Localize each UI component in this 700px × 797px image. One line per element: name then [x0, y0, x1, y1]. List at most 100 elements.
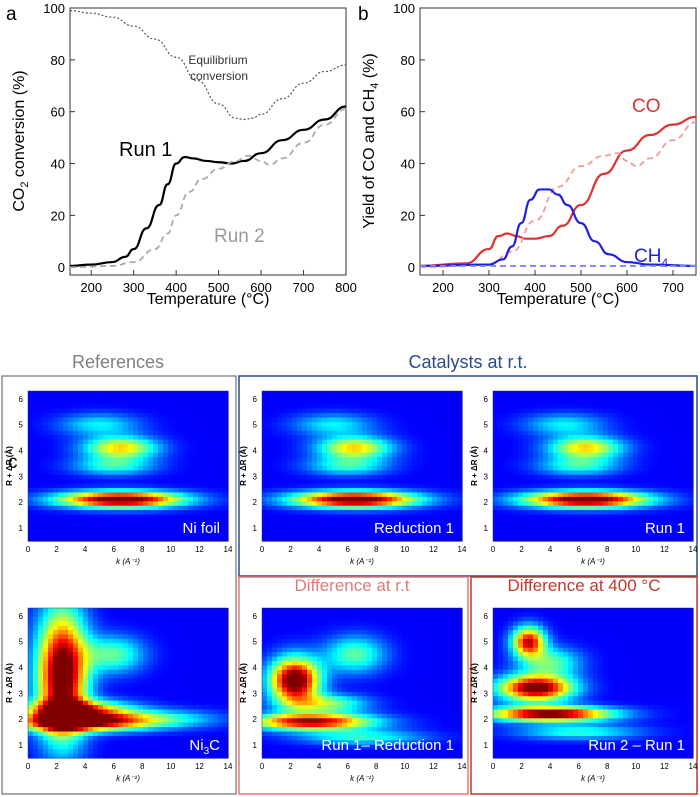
heatmap-cell — [282, 536, 288, 542]
heatmap-cell — [63, 669, 69, 675]
heatmap-cell — [53, 744, 59, 750]
heatmap-cell — [548, 391, 554, 397]
heatmap-cell — [63, 408, 69, 414]
y-tick-label: 80 — [51, 53, 65, 68]
heatmap-cell — [613, 413, 619, 419]
heatmap-cell — [98, 430, 104, 436]
heatmap-cell — [513, 483, 519, 489]
heatmap-cell — [118, 492, 124, 498]
heatmap-cell — [588, 470, 594, 476]
heatmap-cell — [317, 527, 323, 533]
heatmap-cell — [658, 408, 664, 414]
heatmap-cell — [78, 413, 84, 419]
heatmap-cell — [523, 527, 529, 533]
heatmap-cell — [188, 408, 194, 414]
heatmap-cell — [538, 466, 544, 472]
heatmap-cell — [33, 735, 39, 741]
heatmap-y-tick-label: 5 — [19, 421, 24, 430]
heatmap-cell — [143, 435, 149, 441]
heatmap-cell — [173, 470, 179, 476]
heatmap-cell — [518, 391, 524, 397]
heatmap-cell — [183, 439, 189, 445]
heatmap-cell — [203, 518, 209, 524]
heatmap-cell — [663, 443, 669, 449]
heatmap-cell — [93, 727, 99, 733]
heatmap-cell — [113, 652, 119, 658]
heatmap-cell — [437, 461, 443, 467]
heatmap-cell — [538, 404, 544, 410]
heatmap-cell — [73, 709, 79, 715]
heatmap-cell — [287, 461, 293, 467]
heatmap-cell — [528, 395, 534, 401]
heatmap-cell — [628, 474, 634, 480]
heatmap-cell — [53, 634, 59, 640]
heatmap-cell — [73, 391, 79, 397]
heatmap-cell — [508, 505, 514, 511]
heatmap-cell — [307, 501, 313, 507]
heatmap-cell — [48, 625, 54, 631]
heatmap-cell — [563, 395, 569, 401]
heatmap-cell — [593, 536, 599, 542]
heatmap-cell — [608, 426, 614, 432]
heatmap-cell — [493, 492, 499, 498]
heatmap-cell — [108, 399, 114, 405]
heatmap-cell — [108, 514, 114, 520]
heatmap-cell — [73, 483, 79, 489]
heatmap-cell — [508, 510, 514, 516]
x-tick-label: 600 — [250, 280, 272, 295]
heatmap-cell — [38, 630, 44, 636]
heatmap-cell — [663, 404, 669, 410]
heatmap-cell — [143, 461, 149, 467]
heatmap-cell — [673, 470, 679, 476]
heatmap-cell — [153, 457, 159, 463]
heatmap-cell — [203, 474, 209, 480]
heatmap-cell — [133, 727, 139, 733]
heatmap-cell — [118, 705, 124, 711]
heatmap-cell — [688, 430, 694, 436]
heatmap-cell — [683, 439, 689, 445]
heatmap-cell — [593, 391, 599, 397]
heatmap-cell — [688, 466, 694, 472]
heatmap-cell — [78, 709, 84, 715]
heatmap-cell — [178, 413, 184, 419]
heatmap-cell — [223, 532, 229, 538]
heatmap-cell — [68, 674, 74, 680]
heatmap-cell — [653, 439, 659, 445]
heatmap-cell — [613, 430, 619, 436]
heatmap-cell — [78, 426, 84, 432]
heatmap-cell — [223, 474, 229, 480]
heatmap-cell — [168, 443, 174, 449]
heatmap-cell — [118, 408, 124, 414]
heatmap-cell — [593, 413, 599, 419]
heatmap-cell — [638, 510, 644, 516]
heatmap-cell — [178, 505, 184, 511]
heatmap-cell — [53, 647, 59, 653]
heatmap-cell — [262, 514, 268, 520]
heatmap-cell — [513, 510, 519, 516]
heatmap-cell — [387, 488, 393, 494]
heatmap-cell — [113, 744, 119, 750]
heatmap-cell — [63, 448, 69, 454]
heatmap-cell — [272, 532, 278, 538]
heatmap-cell — [618, 470, 624, 476]
heatmap-y-tick-label: 1 — [484, 524, 489, 533]
heatmap-cell — [88, 391, 94, 397]
heatmap-cell — [98, 665, 104, 671]
heatmap-cell — [108, 652, 114, 658]
heatmap-cell — [78, 505, 84, 511]
heatmap-cell — [158, 448, 164, 454]
heatmap-cell — [63, 452, 69, 458]
heatmap-cell — [523, 391, 529, 397]
heatmap-cell — [108, 722, 114, 728]
heatmap-cell — [103, 722, 109, 728]
heatmap-cell — [163, 452, 169, 458]
heatmap-cell — [623, 532, 629, 538]
heatmap-cell — [352, 443, 358, 449]
heatmap-cell — [678, 435, 684, 441]
heatmap-cell — [553, 466, 559, 472]
heatmap-cell — [143, 399, 149, 405]
heatmap-cell — [417, 474, 423, 480]
heatmap-cell — [48, 656, 54, 662]
heatmap-cell — [28, 483, 34, 489]
heatmap-cell — [302, 470, 308, 476]
